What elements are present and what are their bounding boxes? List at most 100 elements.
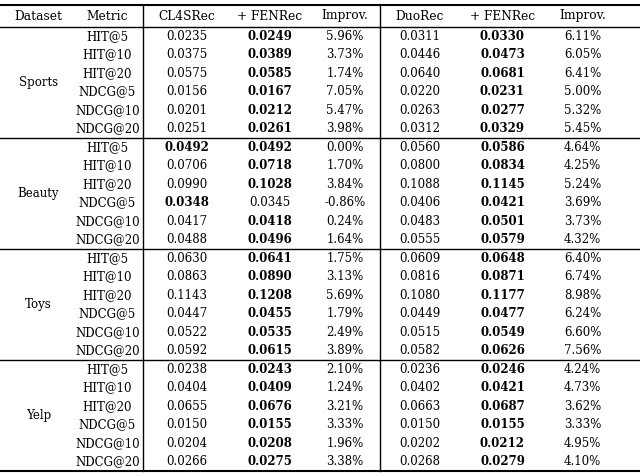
Text: 8.98%: 8.98% [564,289,601,302]
Text: 1.75%: 1.75% [326,252,364,265]
Text: 0.0375: 0.0375 [166,48,207,61]
Text: 0.0641: 0.0641 [248,252,292,265]
Text: + FENRec: + FENRec [470,10,535,22]
Text: NDCG@5: NDCG@5 [79,85,136,98]
Text: HIT@5: HIT@5 [86,141,129,154]
Text: 0.0990: 0.0990 [166,178,207,191]
Text: -0.86%: -0.86% [324,196,365,209]
Text: 0.0718: 0.0718 [248,159,292,172]
Text: HIT@10: HIT@10 [83,48,132,61]
Text: Beauty: Beauty [18,187,60,200]
Text: 1.74%: 1.74% [326,67,364,80]
Text: 0.0155: 0.0155 [480,418,525,431]
Text: NDCG@20: NDCG@20 [75,344,140,357]
Text: Improv.: Improv. [559,10,606,22]
Text: 1.96%: 1.96% [326,437,364,450]
Text: 0.0626: 0.0626 [480,344,525,357]
Text: 0.0312: 0.0312 [399,122,440,135]
Text: 0.0579: 0.0579 [480,233,525,246]
Text: 0.0549: 0.0549 [480,326,525,339]
Text: HIT@5: HIT@5 [86,252,129,265]
Text: 0.0418: 0.0418 [248,215,292,228]
Text: 5.32%: 5.32% [564,104,601,117]
Text: 6.11%: 6.11% [564,30,601,43]
Text: 0.0212: 0.0212 [480,437,525,450]
Text: 1.24%: 1.24% [326,381,364,394]
Text: 4.24%: 4.24% [564,363,601,376]
Text: 0.0235: 0.0235 [166,30,207,43]
Text: 3.89%: 3.89% [326,344,364,357]
Text: 0.0243: 0.0243 [248,363,292,376]
Text: 1.79%: 1.79% [326,307,364,320]
Text: Improv.: Improv. [321,10,369,22]
Text: 0.0586: 0.0586 [480,141,525,154]
Text: + FENRec: + FENRec [237,10,303,22]
Text: 0.0663: 0.0663 [399,400,440,413]
Text: 6.05%: 6.05% [564,48,601,61]
Text: 3.98%: 3.98% [326,122,364,135]
Text: 0.0492: 0.0492 [164,141,209,154]
Text: 0.1208: 0.1208 [248,289,292,302]
Text: 0.0156: 0.0156 [166,85,207,98]
Text: HIT@20: HIT@20 [83,178,132,191]
Text: 0.0266: 0.0266 [166,455,207,468]
Text: 0.0275: 0.0275 [248,455,292,468]
Text: 3.69%: 3.69% [564,196,601,209]
Text: 3.84%: 3.84% [326,178,364,191]
Text: 0.0261: 0.0261 [248,122,292,135]
Text: 0.0150: 0.0150 [399,418,440,431]
Text: HIT@20: HIT@20 [83,289,132,302]
Text: 0.0648: 0.0648 [480,252,525,265]
Text: 0.0404: 0.0404 [166,381,207,394]
Text: 5.00%: 5.00% [564,85,601,98]
Text: HIT@20: HIT@20 [83,67,132,80]
Text: HIT@5: HIT@5 [86,363,129,376]
Text: 1.64%: 1.64% [326,233,364,246]
Text: 0.0406: 0.0406 [399,196,440,209]
Text: NDCG@20: NDCG@20 [75,455,140,468]
Text: 2.49%: 2.49% [326,326,364,339]
Text: 5.45%: 5.45% [564,122,601,135]
Text: 0.0515: 0.0515 [399,326,440,339]
Text: CL4SRec: CL4SRec [158,10,215,22]
Text: 0.00%: 0.00% [326,141,364,154]
Text: 0.0330: 0.0330 [480,30,525,43]
Text: Yelp: Yelp [26,409,51,422]
Text: 0.0409: 0.0409 [248,381,292,394]
Text: HIT@20: HIT@20 [83,400,132,413]
Text: 0.0231: 0.0231 [480,85,525,98]
Text: 3.33%: 3.33% [326,418,364,431]
Text: 0.0483: 0.0483 [399,215,440,228]
Text: 0.0212: 0.0212 [248,104,292,117]
Text: 0.0421: 0.0421 [480,381,525,394]
Text: NDCG@5: NDCG@5 [79,307,136,320]
Text: 6.41%: 6.41% [564,67,601,80]
Text: 4.25%: 4.25% [564,159,601,172]
Text: Toys: Toys [25,298,52,311]
Text: 0.0473: 0.0473 [480,48,525,61]
Text: 0.0268: 0.0268 [399,455,440,468]
Text: 0.24%: 0.24% [326,215,364,228]
Text: 0.0279: 0.0279 [480,455,525,468]
Text: 0.0522: 0.0522 [166,326,207,339]
Text: 5.69%: 5.69% [326,289,364,302]
Text: 4.10%: 4.10% [564,455,601,468]
Text: 0.1177: 0.1177 [480,289,525,302]
Text: 3.13%: 3.13% [326,270,364,283]
Text: 3.33%: 3.33% [564,418,601,431]
Text: 0.0155: 0.0155 [248,418,292,431]
Text: 0.0492: 0.0492 [248,141,292,154]
Text: 0.0816: 0.0816 [399,270,440,283]
Text: 6.60%: 6.60% [564,326,601,339]
Text: 0.0167: 0.0167 [248,85,292,98]
Text: 1.70%: 1.70% [326,159,364,172]
Text: 7.05%: 7.05% [326,85,364,98]
Text: 0.0615: 0.0615 [248,344,292,357]
Text: 0.0251: 0.0251 [166,122,207,135]
Text: HIT@10: HIT@10 [83,270,132,283]
Text: 0.0555: 0.0555 [399,233,440,246]
Text: Sports: Sports [19,76,58,89]
Text: 0.0329: 0.0329 [480,122,525,135]
Text: 0.0446: 0.0446 [399,48,440,61]
Text: 3.73%: 3.73% [564,215,601,228]
